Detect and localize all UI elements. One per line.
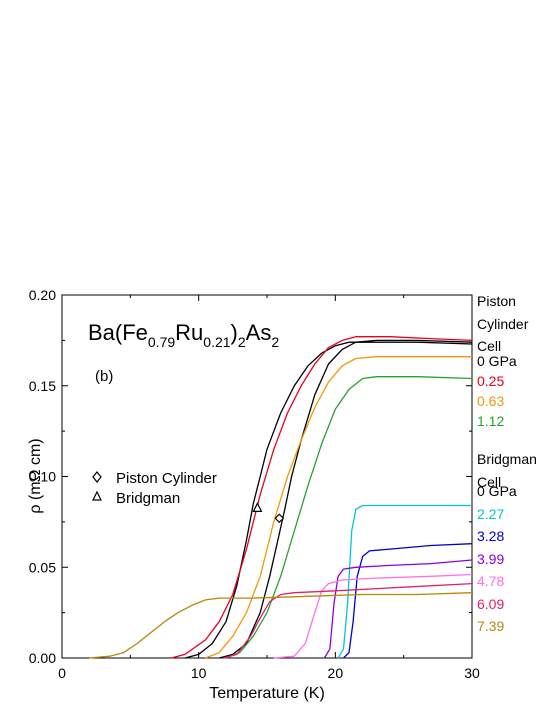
- x-tick-label: 20: [328, 665, 344, 681]
- pressure-label: 6.09: [477, 596, 504, 612]
- y-axis-title: ρ (mΩ cm): [27, 438, 44, 513]
- bridgman-header-line: Cell: [477, 474, 501, 490]
- y-tick-label: 0.15: [29, 378, 56, 394]
- pressure-label: 4.78: [477, 573, 504, 589]
- piston-header-line: Cylinder: [477, 316, 529, 332]
- x-tick-label: 30: [464, 665, 480, 681]
- series-line: [219, 339, 473, 659]
- series-line: [205, 356, 472, 659]
- series-line: [323, 559, 473, 659]
- y-tick-label: 0.10: [29, 469, 56, 485]
- formula-part: ): [231, 320, 238, 345]
- series-lines: [89, 336, 473, 659]
- series-line: [171, 336, 473, 659]
- pressure-label: 2.27: [477, 506, 504, 522]
- pressure-label: 0 GPa: [477, 483, 517, 499]
- triangle-marker: [252, 502, 263, 512]
- formula-subscript: 2: [271, 334, 279, 350]
- formula-part: Ru: [175, 320, 203, 345]
- series-line: [337, 504, 472, 659]
- series-line: [343, 543, 473, 659]
- pressure-label: 3.99: [477, 551, 504, 567]
- legend-label-bridgman: Bridgman: [116, 490, 180, 507]
- series-line: [89, 592, 473, 659]
- x-tick-label: 0: [58, 665, 66, 681]
- series-line: [225, 376, 473, 659]
- pressure-label: 0.25: [477, 373, 504, 389]
- bridgman-header-line: Bridgman: [477, 451, 537, 467]
- formula-part: As: [246, 320, 272, 345]
- x-tick-label: 10: [191, 665, 207, 681]
- data-markers: [252, 502, 285, 524]
- formula-subscript: 2: [238, 334, 246, 350]
- formula-part: Ba(Fe: [88, 320, 148, 345]
- pressure-labels: Piston Cylinder Cell Bridgman Cell: [477, 293, 537, 490]
- triangle-icon: [92, 490, 102, 501]
- piston-header-line: Piston: [477, 293, 516, 309]
- pressure-label: 0 GPa: [477, 353, 517, 369]
- y-tick-label: 0.20: [29, 287, 56, 303]
- piston-header-line: Cell: [477, 338, 501, 354]
- pressure-label: 1.12: [477, 413, 504, 429]
- legend: Piston Cylinder Bridgman: [92, 470, 217, 507]
- panel-label: (b): [95, 368, 113, 385]
- formula-subscript: 0.21: [203, 334, 230, 350]
- compound-formula: Ba(Fe0.79Ru0.21)2As2: [88, 320, 279, 350]
- series-line: [184, 341, 473, 659]
- pressure-label: 7.39: [477, 618, 504, 634]
- pressure-label: 3.28: [477, 528, 504, 544]
- diamond-marker: [274, 513, 285, 524]
- y-tick-label: 0.05: [29, 559, 56, 575]
- axis-ticks: 0 10 20 30 0.00 0.05 0.10 0.15 0.20: [29, 287, 480, 681]
- y-tick-label: 0.00: [29, 650, 56, 666]
- formula-subscript: 0.79: [148, 334, 175, 350]
- pressure-label: 0.63: [477, 393, 504, 409]
- legend-label-piston: Piston Cylinder: [116, 470, 217, 487]
- pressure-value-labels: 0 GPa 0.25 0.63 1.12 0 GPa 2.27 3.28 3.99 4.78 6.…: [477, 353, 517, 634]
- series-line: [223, 582, 473, 659]
- series-line: [273, 573, 473, 659]
- x-axis-title: Temperature (K): [209, 685, 325, 702]
- diamond-icon: [92, 471, 102, 483]
